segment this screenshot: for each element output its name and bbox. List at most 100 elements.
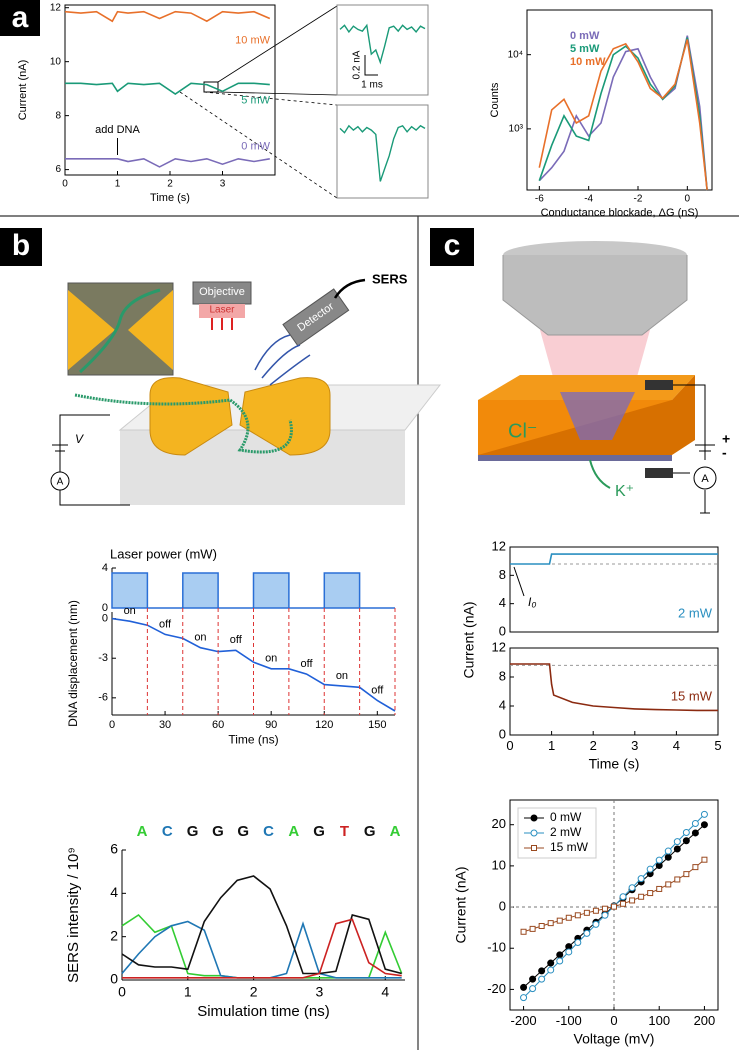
x-tick-label: 1 — [115, 179, 121, 190]
marker — [646, 865, 654, 873]
circuit — [673, 384, 710, 514]
panel-label: b — [12, 229, 30, 262]
panel-label: c — [444, 229, 461, 262]
chart-title: Laser power (mW) — [110, 546, 217, 561]
plot-frame — [509, 647, 719, 736]
x-tick-label: 0 — [506, 738, 513, 753]
marker — [592, 907, 599, 914]
legend-entry: 5 mW — [570, 43, 600, 55]
membrane-base — [478, 455, 672, 461]
y-tick-label: 0 — [102, 613, 108, 625]
phase-label: off — [301, 658, 314, 670]
x-axis-label: Conductance blockade, ΔG (nS) — [541, 207, 699, 219]
marker — [637, 875, 645, 883]
marker — [538, 967, 546, 975]
legend-entry: 0 mW — [550, 810, 582, 824]
sequence-letter: G — [237, 823, 249, 840]
y-axis-label: SERS intensity / 10⁹ — [65, 847, 82, 983]
marker — [611, 903, 617, 910]
x-tick-label: 3 — [631, 738, 638, 753]
scale-label: 0.2 nA — [352, 50, 363, 79]
legend-swatch — [530, 814, 538, 822]
y-axis-label: DNA displacement (nm) — [66, 600, 80, 727]
series-line — [538, 39, 708, 191]
marker — [673, 845, 681, 853]
sequence-letter: G — [212, 823, 224, 840]
marker — [656, 885, 663, 892]
sequence-letter: G — [364, 823, 376, 840]
y-tick-label: -3 — [98, 652, 108, 664]
y-tick-label: 8 — [55, 110, 61, 121]
marker — [583, 909, 590, 916]
sequence-letter: A — [288, 823, 299, 840]
sequence-letter: A — [390, 823, 401, 840]
marker — [682, 829, 690, 837]
series-line — [121, 920, 402, 979]
y-tick-label: 8 — [499, 567, 506, 582]
y-tick-label: 8 — [499, 668, 506, 683]
y-axis-label: Current (nA) — [17, 60, 29, 121]
phase-label: off — [159, 618, 172, 630]
marker — [592, 920, 600, 928]
x-tick-label: 0 — [610, 1013, 617, 1028]
plus-label: + — [722, 431, 730, 447]
marker — [601, 911, 609, 919]
marker — [547, 966, 555, 974]
inset-electrode — [68, 290, 115, 370]
series-label: 5 mW — [241, 95, 270, 107]
marker — [574, 938, 582, 946]
x-tick-label: 4 — [381, 983, 389, 999]
phase-label: off — [230, 634, 243, 646]
legend-entry: 15 mW — [550, 840, 589, 854]
marker — [520, 928, 527, 935]
marker — [620, 900, 627, 907]
marker — [674, 876, 681, 883]
membrane-side — [478, 375, 695, 455]
trace-label: 15 mW — [671, 688, 713, 703]
marker — [583, 929, 591, 937]
marker — [520, 994, 528, 1002]
series-line — [339, 23, 426, 65]
series-line — [64, 10, 271, 23]
series-line — [339, 124, 426, 182]
y-tick-label: 10⁴ — [508, 49, 523, 60]
phase-label: on — [336, 670, 348, 682]
dna-strand — [74, 393, 293, 454]
marker — [538, 923, 545, 929]
electrode — [149, 377, 233, 456]
marker — [556, 957, 564, 965]
phase-label: off — [371, 684, 384, 696]
inset-dna — [78, 288, 161, 374]
baseline-label: I₀ — [528, 595, 536, 609]
y-tick-label: -20 — [487, 981, 506, 996]
legend-entry: 2 mW — [550, 825, 582, 839]
sequence-letter: G — [187, 823, 199, 840]
x-tick-label: 0 — [685, 194, 691, 205]
electrode — [239, 377, 331, 456]
marker — [683, 871, 690, 878]
inset-frame — [336, 104, 429, 199]
zoom-guide — [217, 5, 338, 83]
x-axis-label: Time (s) — [150, 192, 190, 204]
x-axis-label: Simulation time (ns) — [197, 1003, 330, 1020]
laser-label: Laser — [209, 305, 235, 316]
y-tick-label: 0 — [499, 726, 506, 741]
phase-label: on — [194, 632, 206, 644]
y-tick-label: 12 — [492, 538, 506, 553]
y-tick-label: 0 — [102, 602, 108, 614]
output-label: SERS — [372, 271, 408, 286]
y-tick-label: 2 — [110, 927, 118, 943]
marker — [701, 856, 708, 863]
marker — [529, 975, 537, 983]
annotation: add DNA — [95, 124, 140, 136]
marker — [691, 819, 699, 827]
zoom-guide — [203, 91, 338, 106]
y-tick-label: 6 — [55, 164, 61, 175]
zoom-guide — [217, 91, 338, 96]
marker — [529, 985, 537, 993]
marker — [629, 897, 636, 904]
scale-label: 1 ms — [361, 80, 383, 91]
output-arrow — [333, 278, 366, 299]
series-line — [510, 663, 718, 712]
